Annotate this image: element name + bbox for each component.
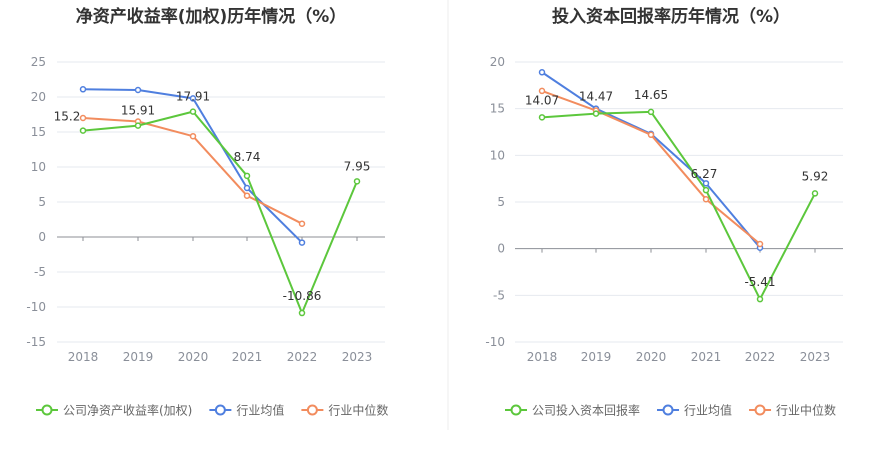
y-tick-label: 10 bbox=[31, 160, 46, 174]
x-tick-label: 2021 bbox=[232, 350, 263, 364]
x-tick-label: 2020 bbox=[636, 350, 667, 364]
legend-swatch-marker bbox=[306, 404, 318, 416]
y-tick-label: -10 bbox=[26, 300, 46, 314]
data-label: 14.65 bbox=[634, 88, 668, 102]
data-point bbox=[134, 86, 142, 94]
data-point bbox=[298, 220, 306, 227]
x-tick-label: 2018 bbox=[527, 350, 558, 364]
data-point bbox=[79, 114, 87, 122]
data-label: -10.86 bbox=[283, 289, 322, 303]
roe-chart-panel: 净资产收益率(加权)历年情况（%） -15 -10 -5 0 5 10 15 20 25 2018… bbox=[26, 6, 388, 418]
data-point bbox=[811, 190, 819, 197]
data-label: 8.74 bbox=[234, 150, 261, 164]
data-label: 14.47 bbox=[579, 90, 613, 104]
data-label: 7.95 bbox=[344, 159, 371, 173]
legend-label: 公司净资产收益率(加权) bbox=[63, 403, 192, 418]
data-point bbox=[647, 131, 655, 139]
chart-title: 净资产收益率(加权)历年情况（%） bbox=[76, 6, 347, 27]
legend-label: 公司投入资本回报率 bbox=[532, 403, 640, 418]
x-tick-label: 2023 bbox=[800, 350, 831, 364]
data-point bbox=[353, 178, 361, 185]
x-tick-label: 2022 bbox=[745, 350, 776, 364]
chart-title: 投入资本回报率历年情况（%） bbox=[552, 6, 790, 27]
legend-item[interactable]: 行业中位数 bbox=[749, 403, 836, 418]
x-tick-label: 2019 bbox=[581, 350, 612, 364]
y-tick-label: 5 bbox=[38, 195, 46, 209]
data-point bbox=[189, 132, 197, 140]
data-point bbox=[592, 110, 600, 117]
legend-item[interactable]: 行业中位数 bbox=[301, 403, 388, 418]
data-point bbox=[702, 195, 710, 203]
data-point bbox=[538, 114, 546, 121]
data-label: 15.2 bbox=[54, 110, 81, 124]
y-tick-label: 0 bbox=[38, 230, 46, 244]
x-tick-label: 2018 bbox=[68, 350, 99, 364]
data-point bbox=[647, 108, 655, 116]
data-point bbox=[298, 309, 306, 317]
y-tick-label: 20 bbox=[31, 90, 46, 104]
data-label: 5.92 bbox=[802, 169, 829, 183]
data-point bbox=[189, 95, 197, 102]
x-tick-label: 2019 bbox=[123, 350, 154, 364]
y-tick-label: -15 bbox=[26, 335, 46, 349]
x-tick-label: 2020 bbox=[178, 350, 209, 364]
legend-item[interactable]: 行业均值 bbox=[657, 403, 732, 418]
series-line bbox=[82, 110, 358, 315]
data-point bbox=[756, 295, 764, 303]
legend-swatch-marker bbox=[214, 404, 226, 416]
legend-item[interactable]: 公司净资产收益率(加权) bbox=[36, 403, 192, 418]
data-point bbox=[79, 127, 87, 134]
data-point bbox=[134, 122, 142, 129]
series-line bbox=[541, 110, 816, 301]
x-tick-label: 2022 bbox=[287, 350, 318, 364]
y-tick-label: 15 bbox=[31, 125, 46, 139]
y-tick-label: 0 bbox=[497, 242, 505, 256]
data-label: 14.07 bbox=[525, 93, 559, 107]
data-point bbox=[243, 192, 251, 199]
data-label: 15.91 bbox=[121, 104, 155, 118]
roic-chart-panel: 投入资本回报率历年情况（%） -10 -5 0 5 10 15 20 2018 2019 2020… bbox=[485, 6, 843, 418]
data-label: -5.41 bbox=[744, 275, 775, 289]
y-tick-label: 10 bbox=[490, 148, 505, 162]
y-tick-label: 25 bbox=[31, 55, 46, 69]
y-tick-label: 20 bbox=[490, 55, 505, 69]
legend-swatch-marker bbox=[41, 404, 53, 416]
legend-label: 行业中位数 bbox=[328, 403, 388, 418]
data-point bbox=[189, 108, 197, 115]
data-point bbox=[538, 87, 546, 95]
legend-label: 行业均值 bbox=[236, 403, 284, 418]
data-label: 17.91 bbox=[176, 90, 210, 104]
legend-swatch-marker bbox=[754, 404, 766, 416]
x-tick-label: 2023 bbox=[342, 350, 373, 364]
data-label: 6.27 bbox=[691, 167, 718, 181]
y-tick-label: 15 bbox=[490, 102, 505, 116]
data-point bbox=[298, 239, 306, 246]
data-point bbox=[702, 180, 710, 187]
x-tick-label: 2021 bbox=[691, 350, 722, 364]
legend-item[interactable]: 公司投入资本回报率 bbox=[505, 403, 640, 418]
legend-label: 行业中位数 bbox=[776, 403, 836, 418]
y-tick-label: -10 bbox=[485, 335, 505, 349]
legend-item[interactable]: 行业均值 bbox=[209, 403, 284, 418]
legend-swatch-marker bbox=[510, 404, 522, 416]
y-tick-label: -5 bbox=[493, 288, 505, 302]
data-point bbox=[756, 240, 764, 248]
data-point bbox=[243, 172, 251, 180]
legend-swatch-marker bbox=[662, 404, 674, 416]
y-tick-label: 5 bbox=[497, 195, 505, 209]
y-tick-label: -5 bbox=[34, 265, 46, 279]
data-point bbox=[79, 86, 87, 93]
data-point bbox=[538, 69, 546, 76]
legend-label: 行业均值 bbox=[684, 403, 732, 418]
data-point bbox=[243, 184, 251, 192]
data-point bbox=[702, 186, 710, 194]
